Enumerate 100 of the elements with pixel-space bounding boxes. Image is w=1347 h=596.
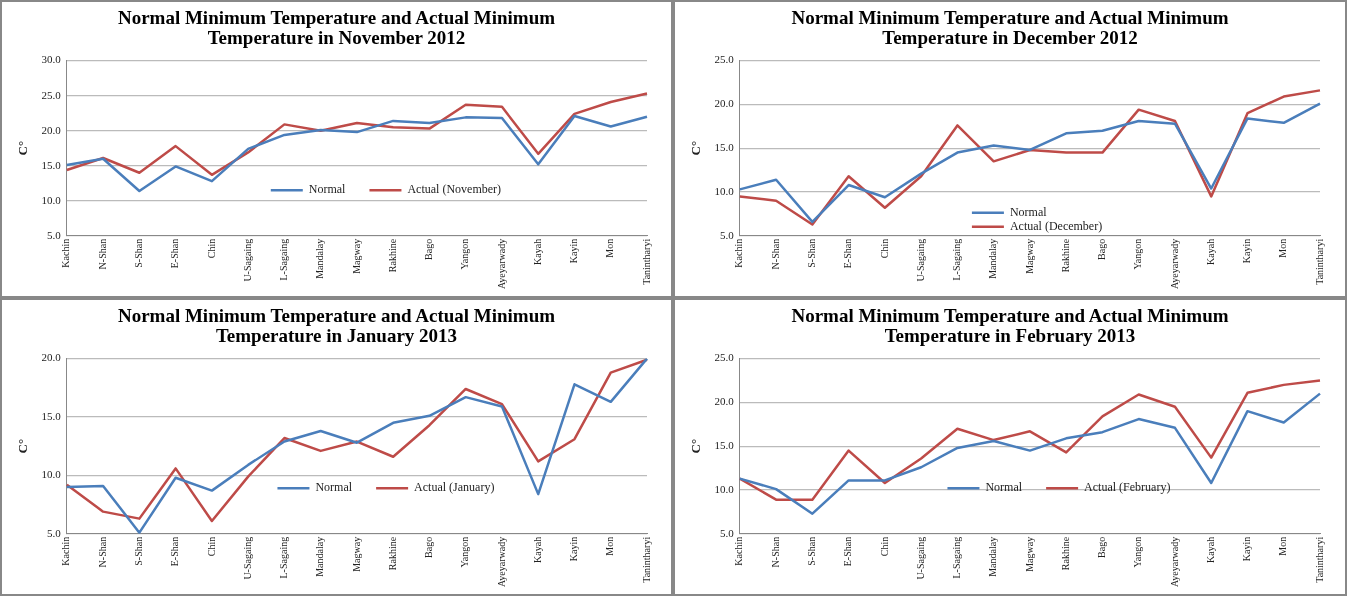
x-tick-label: Bago (422, 536, 434, 558)
x-tick-label: Tanintharyi (1313, 238, 1325, 285)
y-tick-label: 15.0 (714, 141, 735, 154)
x-tick-label: Chin (878, 238, 890, 259)
x-tick-label: Mandalay (987, 238, 999, 279)
y-axis-title: C° (14, 438, 30, 454)
x-tick-label: N-Shan (769, 238, 781, 270)
x-tick-label: U-Sagaing (914, 238, 926, 282)
x-tick-label: Magway (350, 238, 362, 274)
legend-label: Actual (January) (413, 480, 494, 495)
x-tick-label: Kachin (59, 238, 71, 268)
legend-label: Normal (985, 480, 1023, 495)
x-tick-label: U-Sagaing (914, 536, 926, 580)
x-tick-label: S-Shan (805, 536, 817, 566)
x-tick-label: Rakhine (1059, 536, 1071, 571)
chart-title: Normal Minimum Temperature and Actual Minimum Temperature in January 2013 (116, 305, 557, 346)
x-tick-label: Magway (1023, 536, 1035, 572)
x-tick-label: U-Sagaing (241, 238, 253, 282)
legend-label: Actual (December) (1009, 218, 1103, 233)
x-tick-label: Chin (878, 536, 890, 557)
x-tick-label: E-Shan (168, 238, 180, 269)
x-tick-label: E-Shan (168, 536, 180, 567)
y-axis-title: C° (14, 140, 30, 156)
y-tick-label: 20.0 (714, 395, 735, 408)
x-tick-label: Kayin (1241, 238, 1253, 264)
x-tick-label: Ayeyarwady (495, 536, 507, 587)
x-tick-label: Bago (422, 238, 434, 260)
y-tick-label: 15.0 (41, 409, 61, 422)
x-tick-label: Magway (1023, 238, 1035, 274)
y-tick-label: 20.0 (714, 97, 735, 110)
legend-label: Normal (314, 480, 353, 495)
y-tick-label: 25.0 (714, 351, 735, 364)
x-tick-label: Kayah (531, 238, 543, 265)
x-tick-label: Mon (603, 536, 615, 556)
x-tick-label: Kayah (1204, 238, 1216, 265)
x-tick-label: Tanintharyi (640, 536, 652, 583)
x-tick-label: S-Shan (805, 238, 817, 268)
x-tick-label: Kachin (733, 536, 745, 566)
x-tick-label: Tanintharyi (1313, 536, 1325, 583)
x-tick-label: Ayeyarwady (1168, 536, 1180, 587)
x-tick-label: E-Shan (842, 238, 854, 269)
x-tick-label: Rakhine (1059, 238, 1071, 273)
x-tick-label: L-Sagaing (277, 238, 289, 281)
x-tick-label: Yangon (458, 536, 470, 568)
x-tick-label: L-Sagaing (951, 238, 963, 281)
y-tick-label: 15.0 (41, 158, 61, 171)
x-tick-label: S-Shan (132, 536, 144, 566)
chart-title: Normal Minimum Temperature and Actual Minimum Temperature in February 2013 (790, 305, 1230, 346)
x-tick-label: N-Shan (96, 536, 108, 568)
y-tick-label: 20.0 (41, 123, 61, 136)
y-tick-label: 10.0 (714, 482, 735, 495)
x-tick-label: Mandalay (987, 536, 999, 577)
x-tick-label: Magway (350, 536, 362, 572)
legend-label: Normal (308, 182, 346, 197)
x-tick-label: Chin (205, 238, 217, 259)
y-tick-label: 30.0 (41, 53, 61, 66)
x-tick-label: L-Sagaing (951, 536, 963, 579)
x-tick-label: Rakhine (386, 238, 398, 273)
y-tick-label: 10.0 (41, 468, 61, 481)
x-tick-label: Yangon (1132, 536, 1144, 568)
chart-title: Normal Minimum Temperature and Actual Minimum Temperature in November 2012 (116, 7, 557, 48)
x-tick-label: Chin (205, 536, 217, 557)
x-tick-label: N-Shan (769, 536, 781, 568)
x-tick-label: Ayeyarwady (1168, 238, 1180, 289)
x-tick-label: Mandalay (313, 536, 325, 577)
y-tick-label: 15.0 (714, 439, 735, 452)
x-tick-label: Kayah (1204, 536, 1216, 563)
x-tick-label: L-Sagaing (277, 536, 289, 579)
y-tick-label: 10.0 (714, 184, 735, 197)
x-tick-label: Yangon (1132, 238, 1144, 270)
x-tick-label: Mon (1277, 536, 1289, 556)
x-tick-label: E-Shan (842, 536, 854, 567)
x-tick-label: Kayin (1241, 536, 1253, 562)
y-tick-label: 5.0 (46, 228, 61, 241)
y-tick-label: 25.0 (714, 53, 735, 66)
y-axis-title: C° (688, 140, 704, 156)
x-tick-label: Kachin (59, 536, 71, 566)
x-tick-label: S-Shan (132, 238, 144, 268)
x-tick-label: U-Sagaing (241, 536, 253, 580)
x-tick-label: Kayah (531, 536, 543, 563)
chart-title: Normal Minimum Temperature and Actual Minimum Temperature in December 2012 (790, 7, 1230, 48)
x-tick-label: Bago (1096, 238, 1108, 260)
legend-label: Normal (1009, 204, 1048, 219)
x-tick-label: Kachin (733, 238, 745, 268)
x-tick-label: Yangon (458, 238, 470, 270)
x-tick-label: Tanintharyi (640, 238, 652, 285)
x-tick-label: Kayin (567, 238, 579, 264)
x-tick-label: Rakhine (386, 536, 398, 571)
x-tick-label: Mon (1277, 238, 1289, 258)
y-tick-label: 25.0 (41, 88, 61, 101)
y-tick-label: 5.0 (46, 526, 61, 539)
y-tick-label: 20.0 (41, 351, 61, 364)
legend-label: Actual (November) (406, 182, 501, 197)
x-tick-label: Ayeyarwady (495, 238, 507, 289)
y-tick-label: 10.0 (41, 193, 61, 206)
legend-label: Actual (February) (1084, 480, 1171, 495)
x-tick-label: Mandalay (313, 238, 325, 279)
y-tick-label: 5.0 (720, 526, 735, 539)
x-tick-label: N-Shan (96, 238, 108, 270)
x-tick-label: Bago (1096, 536, 1108, 558)
